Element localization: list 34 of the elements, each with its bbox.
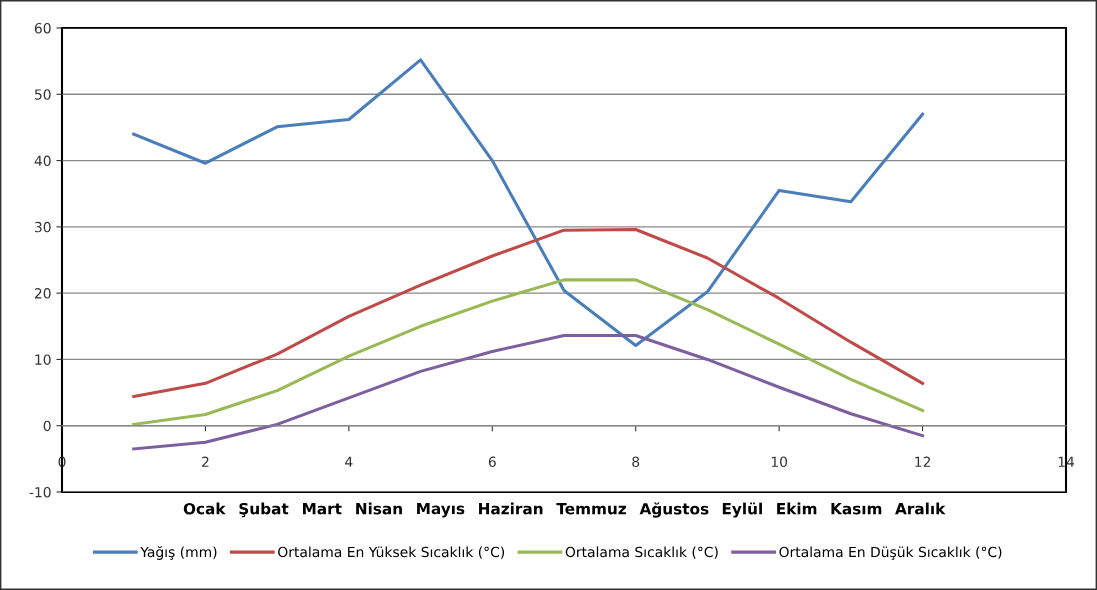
legend-label: Ortalama Sıcaklık (°C) <box>565 546 718 559</box>
text: Eylül <box>722 502 762 518</box>
y-tick-label: 60 <box>34 22 51 34</box>
y-tick-label: 10 <box>35 354 51 365</box>
x-tick-label: 4 <box>345 456 353 467</box>
text: Mayıs <box>417 502 465 518</box>
y-tick-label: 0 <box>43 420 51 432</box>
text: Ocak <box>183 502 226 515</box>
y-tick-label: 40 <box>34 155 51 167</box>
legend-label: Ortalama En Yüksek Sıcaklık (°C) <box>278 546 505 559</box>
x-tick-label: 10 <box>771 456 788 468</box>
line-series <box>132 278 925 426</box>
legend-label: Ortalama En Düşük Sıcaklık (°C) <box>779 546 1002 560</box>
legend-label: Yağış (mm) <box>140 546 217 560</box>
x-tick-label: 2 <box>202 456 209 467</box>
y-tick-label: -10 <box>29 486 51 498</box>
x-tick-label: 8 <box>632 456 640 468</box>
text: Mart <box>303 503 342 515</box>
text: Aralık <box>895 502 946 515</box>
y-tick-label: 30 <box>34 221 51 233</box>
line-series <box>132 334 925 451</box>
x-tick-label: 12 <box>915 456 931 467</box>
y-tick-label: 20 <box>34 288 51 299</box>
text: Nisan <box>356 502 402 515</box>
text: Temmuz <box>556 503 626 515</box>
text: Şubat <box>239 502 289 518</box>
x-tick-label: 6 <box>488 456 496 468</box>
text: Haziran <box>479 502 543 515</box>
text: Ekim <box>777 502 817 515</box>
y-tick-label: 50 <box>34 89 51 100</box>
line-series <box>132 58 925 348</box>
text: Kasım <box>831 503 882 515</box>
line-series <box>132 227 925 399</box>
text: Ağustos <box>639 502 709 518</box>
